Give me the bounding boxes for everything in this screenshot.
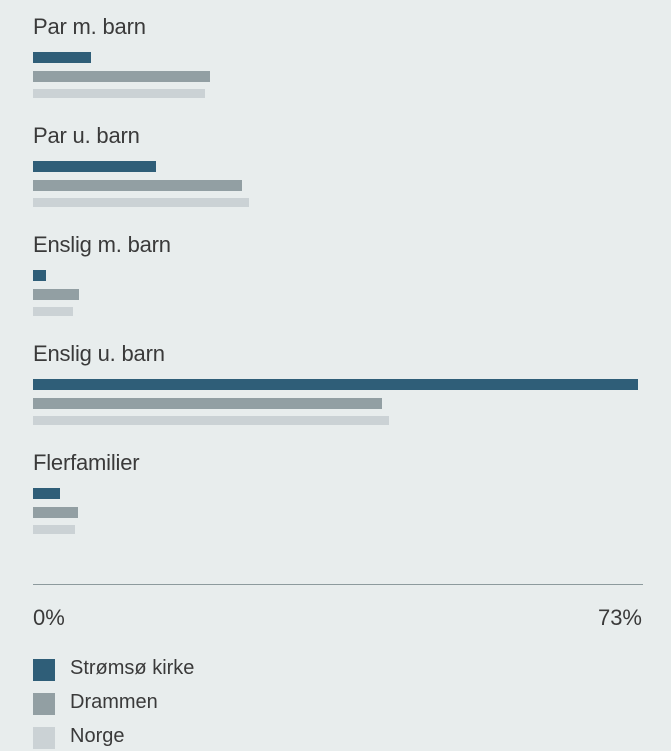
legend-swatch <box>33 693 55 715</box>
legend-label: Norge <box>70 725 125 747</box>
bar-str-ms-kirke-3[interactable] <box>33 379 638 390</box>
bar-norge-2[interactable] <box>33 307 73 316</box>
bar-drammen-3[interactable] <box>33 398 382 409</box>
bar-drammen-1[interactable] <box>33 180 242 191</box>
category-label: Par m. barn <box>33 14 146 39</box>
bar-str-ms-kirke-1[interactable] <box>33 161 156 172</box>
legend-swatch <box>33 727 55 749</box>
x-tick-min: 0% <box>33 605 65 630</box>
category-label: Par u. barn <box>33 123 140 148</box>
bar-norge-0[interactable] <box>33 89 205 98</box>
legend-swatch <box>33 659 55 681</box>
bar-str-ms-kirke-4[interactable] <box>33 488 60 499</box>
x-tick-max: 73% <box>597 605 642 630</box>
legend-label: Drammen <box>70 691 158 713</box>
bar-drammen-4[interactable] <box>33 507 78 518</box>
bar-norge-3[interactable] <box>33 416 389 425</box>
legend-label: Strømsø kirke <box>70 657 195 679</box>
bar-norge-4[interactable] <box>33 525 75 534</box>
x-axis-line <box>33 584 643 585</box>
category-label: Enslig u. barn <box>33 341 165 366</box>
bar-str-ms-kirke-0[interactable] <box>33 52 91 63</box>
bar-drammen-2[interactable] <box>33 289 79 300</box>
bar-norge-1[interactable] <box>33 198 249 207</box>
bar-drammen-0[interactable] <box>33 71 210 82</box>
category-label: Flerfamilier <box>33 450 140 475</box>
bar-str-ms-kirke-2[interactable] <box>33 270 46 281</box>
category-label: Enslig m. barn <box>33 232 171 257</box>
